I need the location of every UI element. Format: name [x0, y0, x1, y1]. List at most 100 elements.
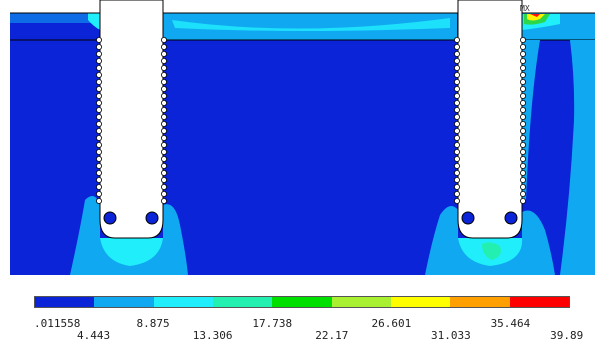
serration-tooth — [96, 37, 103, 44]
serration-tooth — [160, 183, 167, 190]
serration-tooth — [520, 190, 527, 197]
serration-tooth — [453, 100, 460, 107]
left-slot-hole-1 — [103, 211, 117, 225]
serration-tooth — [453, 162, 460, 169]
max-marker-label: MX — [520, 4, 530, 13]
serration-tooth — [453, 37, 460, 44]
serration-tooth — [96, 86, 103, 93]
stress-contour-plot[interactable]: MX — [0, 0, 607, 290]
serration-tooth — [453, 169, 460, 176]
serration-tooth — [453, 72, 460, 79]
serration-tooth — [160, 107, 167, 114]
serration-tooth — [96, 190, 103, 197]
right-side-zone — [522, 40, 595, 275]
legend-value-label: 8.875 — [136, 317, 170, 330]
serration-tooth — [160, 58, 167, 65]
serration-tooth — [96, 197, 103, 204]
right-slot-edge-zone — [522, 40, 540, 200]
legend-value-label: 4.443 — [76, 329, 111, 342]
serration-tooth — [520, 121, 527, 128]
serration-tooth — [96, 51, 103, 58]
serration-tooth — [96, 162, 103, 169]
serration-tooth — [520, 155, 527, 162]
serration-teeth — [96, 37, 527, 204]
serration-tooth — [96, 100, 103, 107]
serration-tooth — [453, 155, 460, 162]
serration-tooth — [160, 114, 167, 121]
serration-tooth — [96, 169, 103, 176]
legend-value-label: 22.17 — [315, 329, 349, 342]
serration-tooth — [96, 44, 103, 51]
serration-tooth — [520, 114, 527, 121]
legend-swatch — [331, 297, 391, 307]
serration-tooth — [453, 176, 460, 183]
serration-tooth — [453, 197, 460, 204]
serration-tooth — [453, 141, 460, 148]
contour-svg — [10, 0, 595, 290]
serration-tooth — [160, 86, 167, 93]
serration-tooth — [520, 79, 527, 86]
serration-tooth — [520, 51, 527, 58]
outside-region — [10, 275, 595, 290]
right-top-yellow — [527, 14, 545, 21]
serration-tooth — [520, 197, 527, 204]
serration-tooth — [453, 79, 460, 86]
serration-tooth — [160, 44, 167, 51]
legend-value-label: .011558 — [34, 317, 81, 330]
serration-tooth — [520, 72, 527, 79]
serration-tooth — [520, 162, 527, 169]
serration-tooth — [453, 121, 460, 128]
serration-tooth — [520, 141, 527, 148]
serration-tooth — [96, 127, 103, 134]
left-top-cyan — [88, 13, 100, 30]
serration-tooth — [96, 155, 103, 162]
serration-tooth — [453, 190, 460, 197]
serration-tooth — [160, 169, 167, 176]
serration-tooth — [160, 37, 167, 44]
serration-tooth — [96, 79, 103, 86]
serration-tooth — [520, 107, 527, 114]
serration-tooth — [453, 183, 460, 190]
serration-tooth — [520, 37, 527, 44]
serration-tooth — [520, 176, 527, 183]
serration-tooth — [453, 86, 460, 93]
serration-tooth — [160, 79, 167, 86]
legend-swatch — [94, 297, 154, 307]
serration-tooth — [520, 183, 527, 190]
left-top-band — [10, 13, 99, 23]
serration-tooth — [453, 107, 460, 114]
serration-tooth — [96, 58, 103, 65]
right-slot-hole-2 — [504, 211, 518, 225]
serration-tooth — [453, 65, 460, 72]
serration-tooth — [160, 93, 167, 100]
legend-value-label: 17.738 — [252, 317, 293, 330]
serration-tooth — [453, 51, 460, 58]
serration-tooth — [453, 114, 460, 121]
serration-tooth — [96, 121, 103, 128]
serration-tooth — [453, 58, 460, 65]
serration-tooth — [453, 93, 460, 100]
serration-tooth — [520, 127, 527, 134]
serration-tooth — [160, 190, 167, 197]
legend-value-label: 13.306 — [192, 329, 233, 342]
serration-tooth — [160, 121, 167, 128]
serration-tooth — [520, 86, 527, 93]
serration-tooth — [520, 134, 527, 141]
serration-tooth — [520, 58, 527, 65]
serration-tooth — [520, 44, 527, 51]
serration-tooth — [160, 51, 167, 58]
serration-tooth — [160, 127, 167, 134]
legend-swatch — [450, 297, 510, 307]
serration-tooth — [160, 141, 167, 148]
serration-tooth — [160, 134, 167, 141]
serration-tooth — [96, 134, 103, 141]
left-slot-hole-2 — [145, 211, 159, 225]
serration-tooth — [96, 176, 103, 183]
serration-tooth — [96, 93, 103, 100]
serration-tooth — [96, 107, 103, 114]
serration-tooth — [160, 65, 167, 72]
serration-tooth — [160, 162, 167, 169]
right-slot-hole-1 — [461, 211, 475, 225]
legend-value-label: 31.033 — [431, 329, 471, 342]
serration-tooth — [96, 72, 103, 79]
